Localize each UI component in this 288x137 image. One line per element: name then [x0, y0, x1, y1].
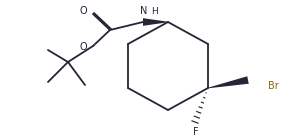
- Text: N: N: [140, 6, 147, 16]
- Text: O: O: [79, 42, 87, 52]
- Text: H: H: [151, 6, 158, 15]
- Polygon shape: [208, 76, 249, 88]
- Text: F: F: [193, 127, 199, 137]
- Text: O: O: [79, 6, 87, 16]
- Polygon shape: [143, 18, 168, 26]
- Text: Br: Br: [268, 81, 279, 91]
